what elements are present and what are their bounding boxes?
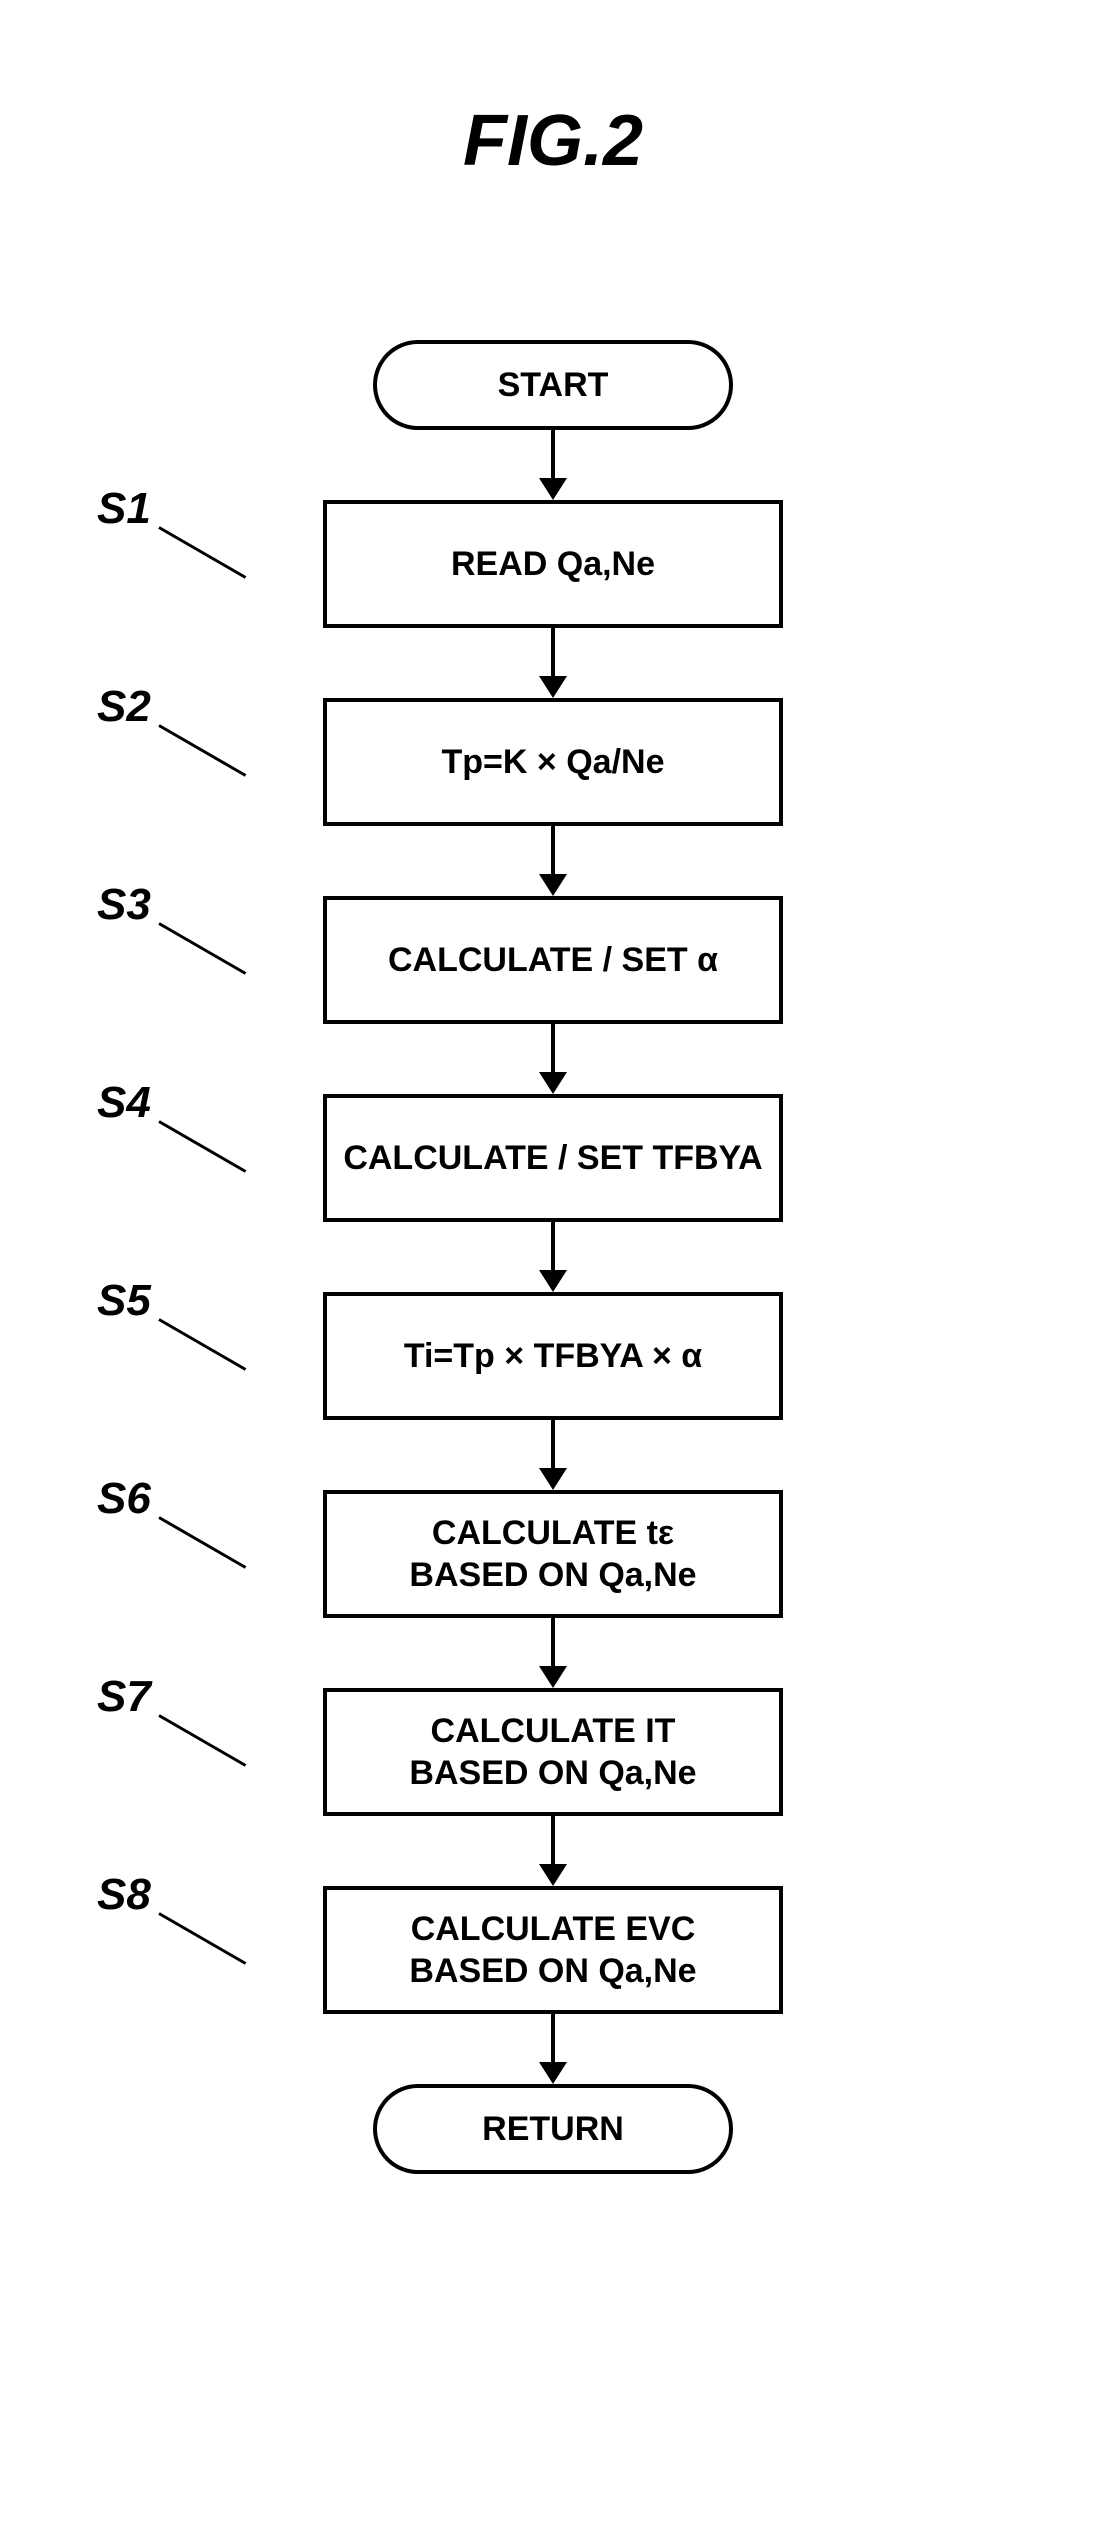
- process-step-s7: CALCULATE IT BASED ON Qa,NeS7: [323, 1688, 783, 1816]
- process-step-s5: Ti=Tp × TFBYA × αS5: [323, 1292, 783, 1420]
- step-label-s2: S2: [97, 682, 151, 732]
- flow-arrow: [539, 430, 567, 500]
- figure-title: FIG.2: [463, 100, 643, 182]
- step-label-s3: S3: [97, 880, 151, 930]
- flow-arrow: [539, 1222, 567, 1292]
- process-text: CALCULATE tε BASED ON Qa,Ne: [409, 1512, 696, 1597]
- process-step-s8: CALCULATE EVC BASED ON Qa,NeS8: [323, 1886, 783, 2014]
- flow-arrow: [539, 826, 567, 896]
- start-terminal: START: [373, 340, 733, 430]
- flow-arrow: [539, 628, 567, 698]
- flow-arrow: [539, 1618, 567, 1688]
- process-step-s2: Tp=K × Qa/NeS2: [323, 698, 783, 826]
- step-label-connector: [158, 922, 246, 975]
- step-label-connector: [158, 724, 246, 777]
- step-label-s7: S7: [97, 1672, 151, 1722]
- flow-arrow: [539, 2014, 567, 2084]
- process-text: READ Qa,Ne: [451, 543, 655, 586]
- process-text: Tp=K × Qa/Ne: [442, 741, 665, 784]
- flow-arrow: [539, 1420, 567, 1490]
- step-label-s8: S8: [97, 1870, 151, 1920]
- process-text: CALCULATE EVC BASED ON Qa,Ne: [409, 1908, 696, 1993]
- process-step-s3: CALCULATE / SET αS3: [323, 896, 783, 1024]
- step-label-s6: S6: [97, 1474, 151, 1524]
- step-label-s4: S4: [97, 1078, 151, 1128]
- process-text: CALCULATE / SET TFBYA: [343, 1137, 762, 1180]
- process-step-s6: CALCULATE tε BASED ON Qa,NeS6: [323, 1490, 783, 1618]
- step-label-connector: [158, 1912, 246, 1965]
- flow-arrow: [539, 1816, 567, 1886]
- process-text: CALCULATE / SET α: [388, 939, 718, 982]
- process-step-s1: READ Qa,NeS1: [323, 500, 783, 628]
- process-step-s4: CALCULATE / SET TFBYAS4: [323, 1094, 783, 1222]
- process-text: Ti=Tp × TFBYA × α: [404, 1335, 702, 1378]
- flowchart-container: START READ Qa,NeS1 Tp=K × Qa/NeS2 CALCULATE…: [323, 340, 783, 2174]
- step-label-s5: S5: [97, 1276, 151, 1326]
- step-label-s1: S1: [97, 484, 151, 534]
- step-label-connector: [158, 526, 246, 579]
- return-terminal: RETURN: [373, 2084, 733, 2174]
- process-text: CALCULATE IT BASED ON Qa,Ne: [409, 1710, 696, 1795]
- step-label-connector: [158, 1318, 246, 1371]
- step-label-connector: [158, 1714, 246, 1767]
- step-label-connector: [158, 1516, 246, 1569]
- step-label-connector: [158, 1120, 246, 1173]
- flow-arrow: [539, 1024, 567, 1094]
